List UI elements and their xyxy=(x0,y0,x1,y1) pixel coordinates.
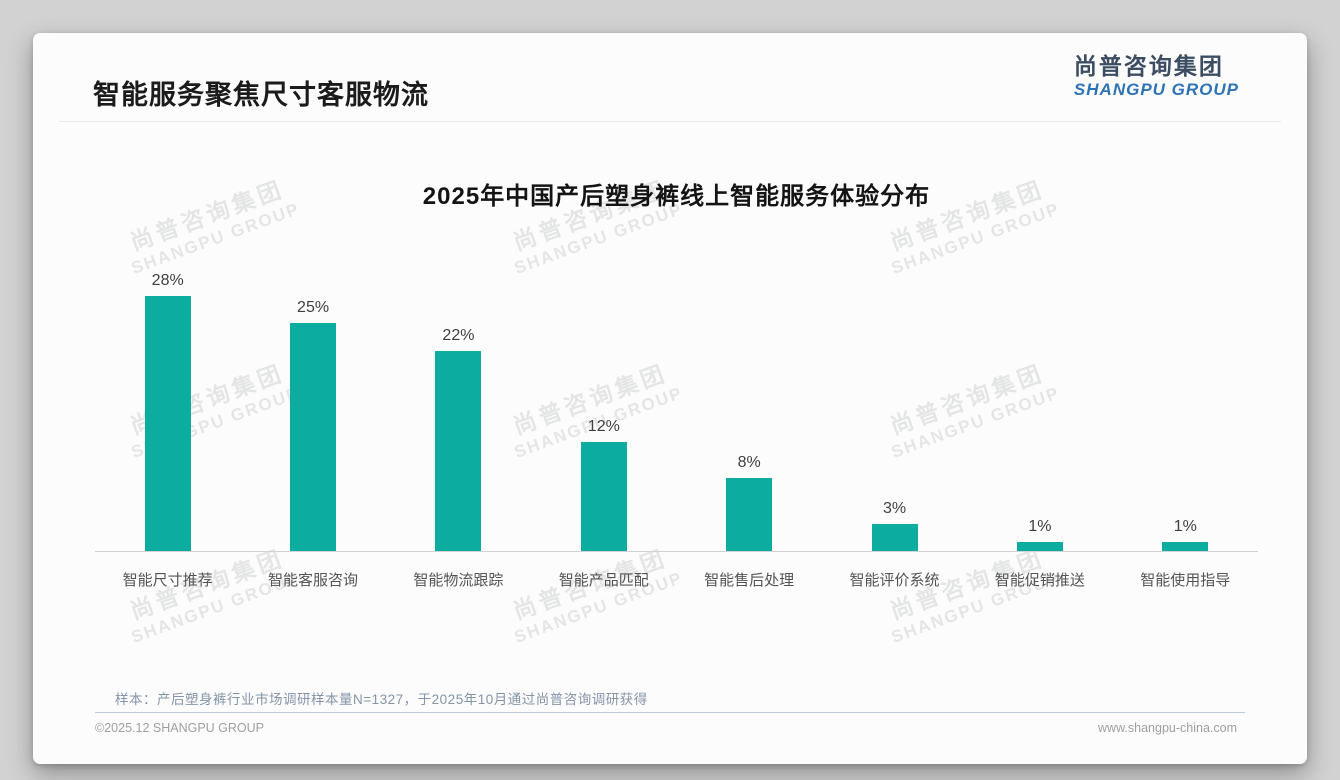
sample-note: 样本：产后塑身裤行业市场调研样本量N=1327，于2025年10月通过尚普咨询调… xyxy=(115,692,648,707)
company-logo: 尚普咨询集团 SHANGPU GROUP xyxy=(1074,53,1239,99)
footer-divider xyxy=(95,712,1245,713)
bar-value-label: 3% xyxy=(883,500,907,517)
slide-card: 智能服务聚焦尺寸客服物流 尚普咨询集团 SHANGPU GROUP 尚普咨询集团… xyxy=(33,33,1307,764)
bar xyxy=(435,351,482,551)
bar-column: 25% xyxy=(240,299,385,551)
category-label: 智能促销推送 xyxy=(994,572,1085,589)
bar-value-label: 22% xyxy=(442,327,475,344)
bar-column: 1% xyxy=(967,518,1112,551)
bar-value-label: 12% xyxy=(587,418,620,435)
category-label: 智能使用指导 xyxy=(1140,572,1231,589)
bar-column: 22% xyxy=(386,327,531,551)
bar-value-label: 1% xyxy=(1028,518,1052,535)
logo-chinese-name: 尚普咨询集团 xyxy=(1073,53,1224,79)
bar-value-label: 8% xyxy=(737,454,761,471)
chart-title: 2025年中国产后塑身裤线上智能服务体验分布 xyxy=(422,183,931,210)
bar xyxy=(580,442,627,551)
category-label: 智能尺寸推荐 xyxy=(122,572,213,589)
category-label: 智能评价系统 xyxy=(849,572,940,589)
bar xyxy=(1016,542,1063,551)
bar-value-label: 1% xyxy=(1173,518,1197,535)
x-axis-line xyxy=(95,551,1258,552)
category-label: 智能售后处理 xyxy=(704,572,795,589)
bar-column: 28% xyxy=(95,272,240,551)
header-divider xyxy=(59,121,1281,122)
bar xyxy=(290,323,337,551)
bar-column: 1% xyxy=(1113,518,1258,551)
bar xyxy=(1162,542,1209,551)
category-label: 智能物流跟踪 xyxy=(413,572,504,589)
category-label: 智能产品匹配 xyxy=(558,572,649,589)
chart-plot-area: 28% 25% 22% 12% 8% 3% 1% 1% xyxy=(95,211,1258,551)
bar-column: 12% xyxy=(531,418,676,551)
bar xyxy=(726,478,773,551)
bar xyxy=(144,296,191,551)
bar-column: 8% xyxy=(677,454,822,551)
category-label: 智能客服咨询 xyxy=(268,572,359,589)
page-title: 智能服务聚焦尺寸客服物流 xyxy=(93,80,429,110)
bar-column: 3% xyxy=(822,500,967,551)
copyright-text: ©2025.12 SHANGPU GROUP xyxy=(95,721,264,735)
bar-value-label: 28% xyxy=(151,272,184,289)
bar xyxy=(871,524,918,551)
bar-value-label: 25% xyxy=(297,299,330,316)
website-url: www.shangpu-china.com xyxy=(1098,721,1237,735)
bar-chart: 2025年中国产后塑身裤线上智能服务体验分布 28% 25% 22% 12% 8% 3% 1… xyxy=(95,176,1258,590)
logo-english-name: SHANGPU GROUP xyxy=(1073,79,1239,99)
x-axis-labels: 智能尺寸推荐 智能客服咨询 智能物流跟踪 智能产品匹配 智能售后处理 智能评价系统 智能促销… xyxy=(95,569,1258,590)
